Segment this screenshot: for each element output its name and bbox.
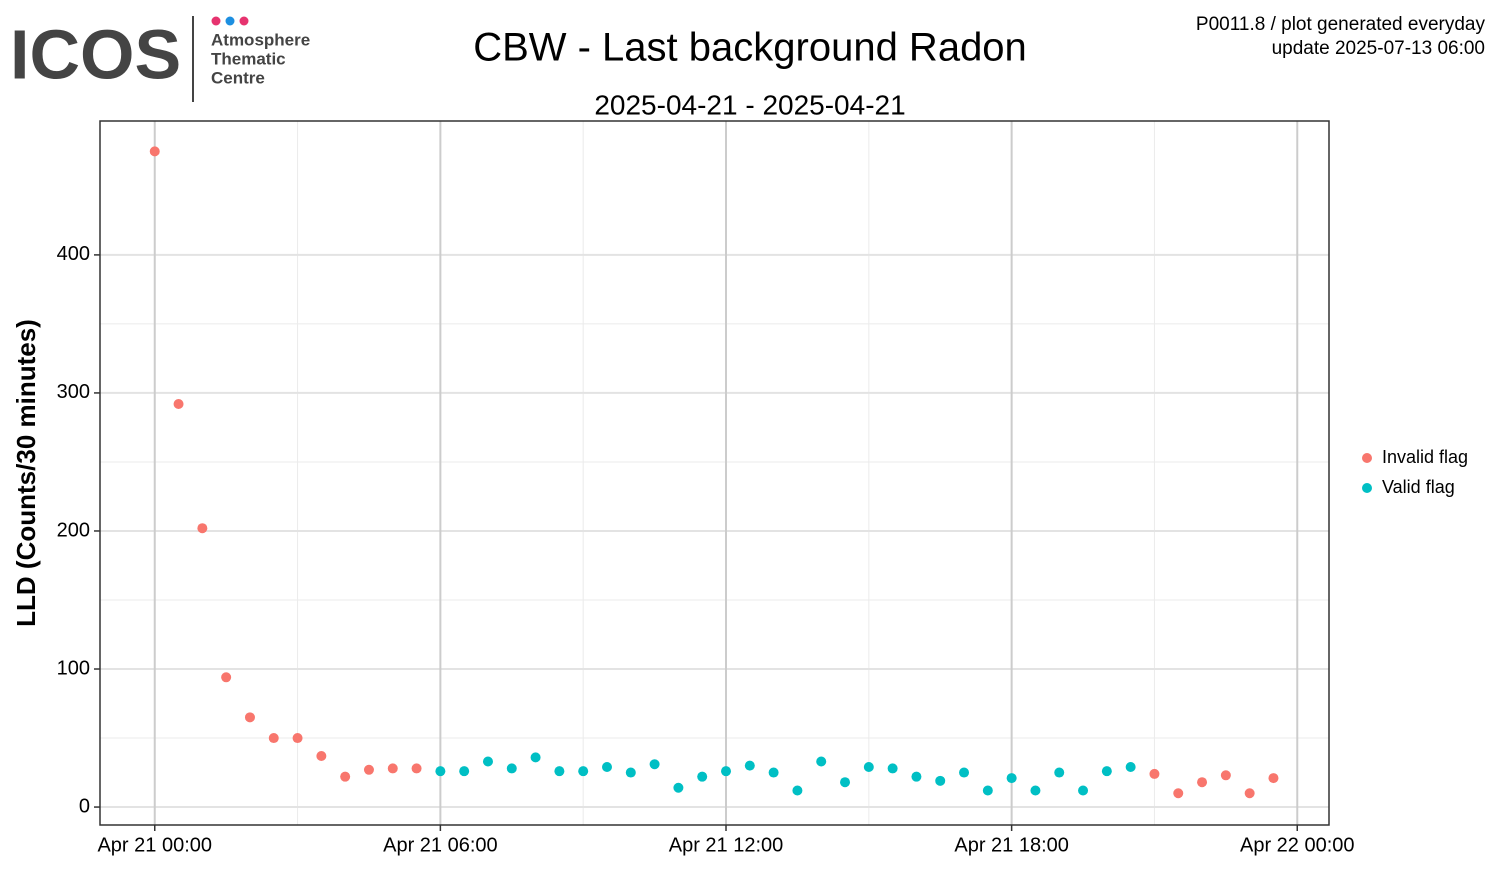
point	[459, 766, 470, 777]
point	[1220, 770, 1231, 781]
point	[1197, 777, 1208, 788]
x-tick-label: Apr 21 06:00	[383, 834, 498, 856]
point	[697, 771, 708, 782]
point	[268, 733, 279, 744]
point	[863, 762, 874, 773]
logo-line: Centre	[211, 68, 265, 87]
legend-swatch	[1362, 483, 1372, 493]
point	[911, 771, 922, 782]
point	[1006, 773, 1017, 784]
point	[1149, 768, 1160, 779]
x-tick-label: Apr 21 00:00	[97, 834, 212, 856]
point	[959, 767, 970, 778]
point	[506, 763, 517, 774]
plot-border	[99, 120, 1330, 826]
point	[554, 766, 565, 777]
y-tick-label: 200	[57, 519, 90, 541]
point	[197, 523, 208, 534]
y-tick-label: 400	[57, 243, 90, 265]
point	[721, 766, 732, 777]
point	[435, 766, 446, 777]
legend-label: Invalid flag	[1382, 447, 1468, 467]
point	[1125, 762, 1136, 773]
logo: ICOS	[10, 15, 181, 93]
y-tick-label: 300	[57, 381, 90, 403]
point	[816, 756, 827, 767]
point	[1173, 788, 1184, 799]
point	[935, 775, 946, 786]
point	[982, 785, 993, 796]
point	[673, 782, 684, 793]
x-tick-label: Apr 21 18:00	[954, 834, 1069, 856]
y-tick-label: 0	[79, 795, 90, 817]
legend-swatch	[1362, 453, 1372, 463]
point	[649, 759, 660, 770]
logo-dot	[239, 16, 249, 26]
y-tick-label: 100	[57, 657, 90, 679]
y-axis-label: LLD (Counts/30 minutes)	[11, 319, 41, 627]
point	[840, 777, 851, 788]
point	[1030, 785, 1041, 796]
point	[244, 712, 255, 723]
point	[530, 752, 541, 763]
logo-line: Atmosphere	[211, 30, 310, 49]
point	[1244, 788, 1255, 799]
point	[149, 146, 160, 157]
point	[340, 771, 351, 782]
point	[1101, 766, 1112, 777]
point	[482, 756, 493, 767]
point	[792, 785, 803, 796]
chart-subtitle: 2025-04-21 - 2025-04-21	[594, 89, 905, 120]
point	[1054, 767, 1065, 778]
point	[316, 750, 327, 761]
point	[387, 763, 398, 774]
legend-label: Valid flag	[1382, 477, 1455, 497]
x-tick-label: Apr 22 00:00	[1240, 834, 1355, 856]
point	[625, 767, 636, 778]
point	[1078, 785, 1089, 796]
logo-dot	[225, 16, 235, 26]
point	[744, 760, 755, 771]
point	[601, 762, 612, 773]
point	[768, 767, 779, 778]
point	[363, 764, 374, 775]
info-line: update 2025-07-13 06:00	[1272, 38, 1485, 59]
point	[578, 766, 589, 777]
point	[411, 763, 422, 774]
point	[221, 672, 232, 683]
point	[1268, 773, 1279, 784]
point	[887, 763, 898, 774]
x-tick-label: Apr 21 12:00	[669, 834, 784, 856]
point	[292, 733, 303, 744]
chart-title: CBW - Last background Radon	[473, 26, 1027, 70]
logo-dot	[211, 16, 221, 26]
point	[173, 398, 184, 409]
logo-line: Thematic	[211, 49, 286, 68]
info-line: P0011.8 / plot generated everyday	[1196, 14, 1486, 35]
